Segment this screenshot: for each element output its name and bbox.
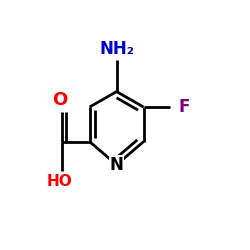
Text: F: F (178, 98, 190, 116)
Text: O: O (52, 91, 67, 109)
Text: NH₂: NH₂ (99, 40, 134, 58)
Text: HO: HO (47, 174, 72, 190)
Text: N: N (110, 156, 124, 174)
